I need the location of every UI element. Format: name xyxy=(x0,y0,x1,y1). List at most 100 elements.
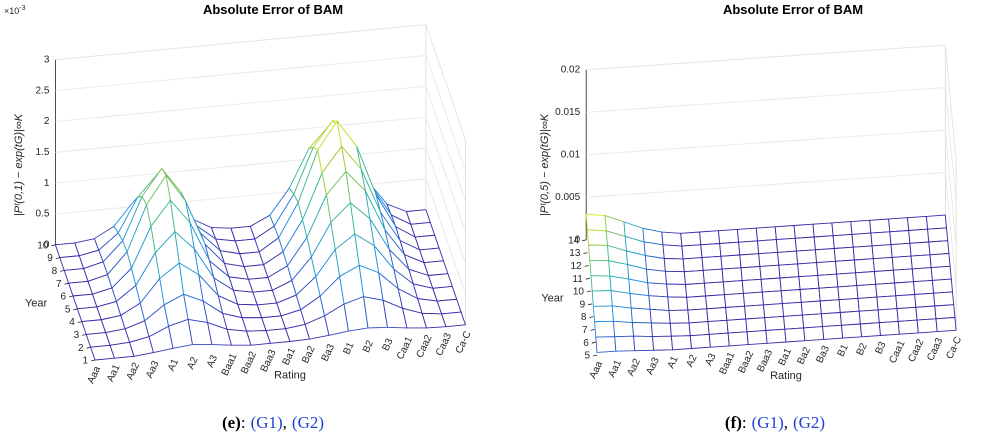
mesh-cell xyxy=(797,262,819,278)
x-tick-label: Baa1 xyxy=(718,350,738,376)
grid-line xyxy=(586,44,957,161)
mesh-cell xyxy=(765,328,787,344)
y-tick-label: 6 xyxy=(583,338,589,349)
mesh-cell xyxy=(779,276,801,292)
y-tick xyxy=(582,239,587,242)
z-tick-label: 0.02 xyxy=(561,64,581,75)
mesh-cell xyxy=(913,279,935,295)
mesh-cell xyxy=(663,258,685,273)
caption-ref[interactable]: (G2) xyxy=(793,413,825,432)
chart-title: Absolute Error of BAM xyxy=(203,2,343,17)
caption: (f): (G1), (G2) xyxy=(725,413,825,432)
mesh-cell xyxy=(423,260,449,276)
x-tick-label: A1 xyxy=(666,354,681,370)
y-tick xyxy=(583,252,588,254)
mesh-cell xyxy=(633,335,655,352)
mesh-cell xyxy=(591,290,613,307)
mesh-cell xyxy=(650,322,672,338)
y-tick-label: 5 xyxy=(584,351,590,362)
mesh-cell xyxy=(852,245,874,261)
x-tick-label: Ba1 xyxy=(281,346,299,367)
x-tick-label: Aaa xyxy=(86,364,104,385)
mesh-cell xyxy=(794,236,816,252)
mesh-cell xyxy=(832,233,854,249)
x-tick-label: Aa3 xyxy=(644,355,662,376)
z-multiplier: ×10-3 xyxy=(4,5,26,16)
mesh-cell xyxy=(774,225,796,241)
mesh-cell xyxy=(719,241,741,257)
z-tick-label: 0.01 xyxy=(561,149,581,160)
mesh-cell xyxy=(706,307,728,323)
mesh-cell xyxy=(594,320,616,338)
x-tick-label: A2 xyxy=(684,353,699,369)
mesh-cell xyxy=(702,268,724,284)
x-tick-label: Aa1 xyxy=(607,358,625,379)
grid-line xyxy=(55,116,466,233)
mesh-cell xyxy=(869,218,891,234)
mesh-cell xyxy=(897,319,919,335)
caption-sep: , xyxy=(283,413,287,432)
mesh-cell xyxy=(586,229,608,246)
mesh-cell xyxy=(419,247,444,264)
mesh-cell xyxy=(738,240,760,256)
mesh-cell xyxy=(856,283,878,299)
mesh-cell xyxy=(872,256,894,272)
mesh-cell xyxy=(775,237,797,253)
mesh-cell xyxy=(817,273,839,289)
mesh-cell xyxy=(405,209,431,225)
y-tick-label: 7 xyxy=(582,325,588,336)
mesh-cell xyxy=(630,307,652,324)
chart-title: Absolute Error of BAM xyxy=(723,2,863,17)
mesh-cell xyxy=(874,269,896,285)
x-tick-label: Caa3 xyxy=(925,336,945,363)
caption-sep: : xyxy=(241,413,246,432)
grid-line xyxy=(586,129,957,246)
x-tick-label: B3 xyxy=(873,340,888,356)
mesh-cell xyxy=(699,230,721,246)
grid-line xyxy=(586,87,957,203)
mesh-cell xyxy=(781,301,803,317)
mesh-cell xyxy=(894,281,916,297)
x-tick-label: Caa2 xyxy=(906,337,926,364)
mesh-cell xyxy=(851,232,873,248)
y-tick-label: 9 xyxy=(47,253,53,264)
mesh-cell xyxy=(727,331,749,347)
y-tick-label: 10 xyxy=(573,287,585,298)
y-tick xyxy=(592,354,598,357)
mesh-cell xyxy=(814,248,836,264)
mesh-cell xyxy=(858,309,880,325)
mesh-cell xyxy=(822,324,844,340)
y-tick-label: 6 xyxy=(60,292,66,303)
z-tick-label: 3 xyxy=(44,54,50,65)
caption-ref[interactable]: (G1) xyxy=(752,413,784,432)
x-tick-label: Baa2 xyxy=(736,349,756,375)
mesh-cell xyxy=(683,269,705,285)
mesh-cell xyxy=(718,228,740,244)
z-tick-label: 0 xyxy=(575,234,581,245)
mesh-cell xyxy=(800,300,822,316)
z-axis-label: |Pᵗ(0,5) − exp(tG)|∞K xyxy=(539,113,551,216)
mesh-cell xyxy=(764,315,786,331)
y-tick-label: 3 xyxy=(74,330,80,341)
mesh-cell xyxy=(819,299,841,315)
caption-label: (e) xyxy=(222,413,241,432)
x-axis-label: Rating xyxy=(274,370,306,382)
x-tick-label: Caa2 xyxy=(415,333,435,360)
x-tick-label: A1 xyxy=(166,357,181,373)
z-tick-label: 2.5 xyxy=(35,85,49,96)
y-tick-label: 13 xyxy=(569,248,581,259)
mesh-cell xyxy=(667,296,689,311)
mesh-cell xyxy=(585,213,607,232)
x-tick-label: Ba2 xyxy=(300,344,318,365)
caption-ref[interactable]: (G2) xyxy=(292,413,324,432)
mesh-cell xyxy=(755,226,777,242)
z-tick-label: 0.5 xyxy=(35,209,49,220)
z-tick-label: 2 xyxy=(44,116,50,127)
mesh-cell xyxy=(896,306,918,322)
caption-sep: , xyxy=(784,413,788,432)
y-tick xyxy=(586,290,592,293)
caption: (e): (G1), (G2) xyxy=(222,413,324,432)
caption-ref[interactable]: (G1) xyxy=(251,413,283,432)
mesh-cell xyxy=(777,250,799,266)
